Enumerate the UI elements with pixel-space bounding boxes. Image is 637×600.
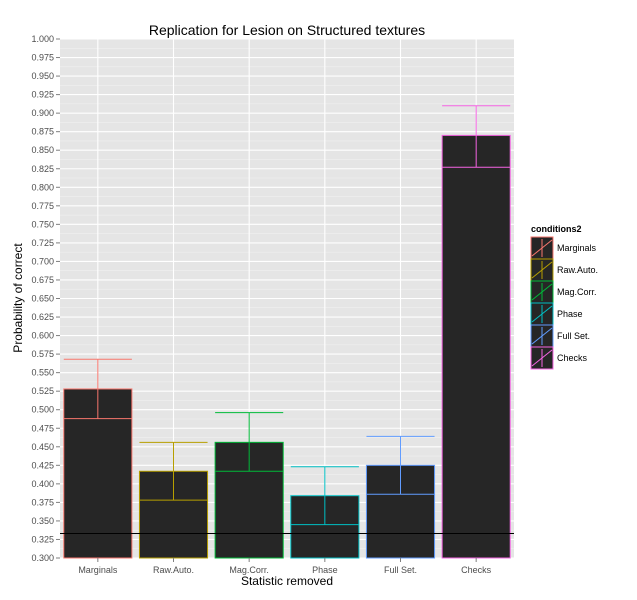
y-tick-label: 0.325 [31,534,54,544]
legend-item: Marginals [530,236,597,260]
legend-label: Mag.Corr. [557,287,597,297]
y-tick-label: 0.350 [31,516,54,526]
error-bars [63,105,511,526]
x-tick-label: Phase [312,565,338,575]
y-tick-label: 0.400 [31,479,54,489]
legend-item: Checks [530,346,588,370]
y-tick-label: 1.000 [31,34,54,44]
y-tick-label: 0.825 [31,164,54,174]
y-tick-label: 0.450 [31,442,54,452]
legend-item: Phase [530,302,583,326]
legend-key-slash [531,305,553,323]
legend-label: Full Set. [557,331,590,341]
legend-label: Phase [557,309,583,319]
y-tick-label: 0.925 [31,90,54,100]
x-axis: Marginals Raw.Auto. Mag.Corr. Phase Full Set… [78,558,492,575]
error-bar [63,358,132,420]
y-tick-label: 0.575 [31,349,54,359]
legend-key-slash [531,327,553,345]
y-tick-label: 0.475 [31,423,54,433]
error-bar [366,435,435,495]
legend: conditions2 Marginals Raw.Auto. Mag.Corr. P… [530,224,598,370]
x-tick-label: Marginals [78,565,118,575]
legend-item: Raw.Auto. [530,258,598,282]
bar [441,134,511,559]
error-bar [215,412,284,472]
gridlines [60,38,514,559]
y-tick-label: 0.550 [31,368,54,378]
y-tick-label: 0.500 [31,405,54,415]
legend-label: Marginals [557,243,597,253]
y-tick-label: 0.375 [31,497,54,507]
y-tick-label: 0.900 [31,108,54,118]
chart-title: Replication for Lesion on Structured tex… [149,22,425,38]
y-tick-label: 0.800 [31,182,54,192]
y-tick-label: 0.875 [31,127,54,137]
y-tick-label: 0.650 [31,294,54,304]
legend-label: Checks [557,353,588,363]
y-axis-label: Probability of correct [11,243,25,353]
y-tick-label: 0.700 [31,256,54,266]
y-tick-label: 0.850 [31,145,54,155]
y-tick-label: 0.425 [31,460,54,470]
y-tick-label: 0.950 [31,71,54,81]
x-tick-label: Checks [461,565,492,575]
legend-label: Raw.Auto. [557,265,598,275]
y-tick-label: 0.775 [31,201,54,211]
legend-title: conditions2 [531,224,582,234]
error-bar [139,441,208,501]
legend-item: Full Set. [530,324,590,348]
legend-key-slash [531,239,553,257]
y-tick-label: 0.625 [31,312,54,322]
x-axis-label: Statistic removed [241,574,333,588]
x-tick-label: Full Set. [384,565,417,575]
y-axis: 0.300 0.325 0.350 0.375 0.400 0.425 0.450 0.475… [31,34,60,563]
x-tick-label: Mag.Corr. [229,565,269,575]
legend-key-slash [531,349,553,367]
error-bar [290,466,359,526]
legend-item: Mag.Corr. [530,280,597,304]
y-tick-label: 0.975 [31,53,54,63]
y-tick-label: 0.675 [31,275,54,285]
y-tick-label: 0.750 [31,219,54,229]
y-tick-label: 0.725 [31,238,54,248]
legend-key-slash [531,261,553,279]
error-bar [442,105,511,168]
legend-key-slash [531,283,553,301]
y-tick-label: 0.525 [31,386,54,396]
x-tick-label: Raw.Auto. [153,565,194,575]
y-tick-label: 0.600 [31,331,54,341]
y-tick-label: 0.300 [31,553,54,563]
